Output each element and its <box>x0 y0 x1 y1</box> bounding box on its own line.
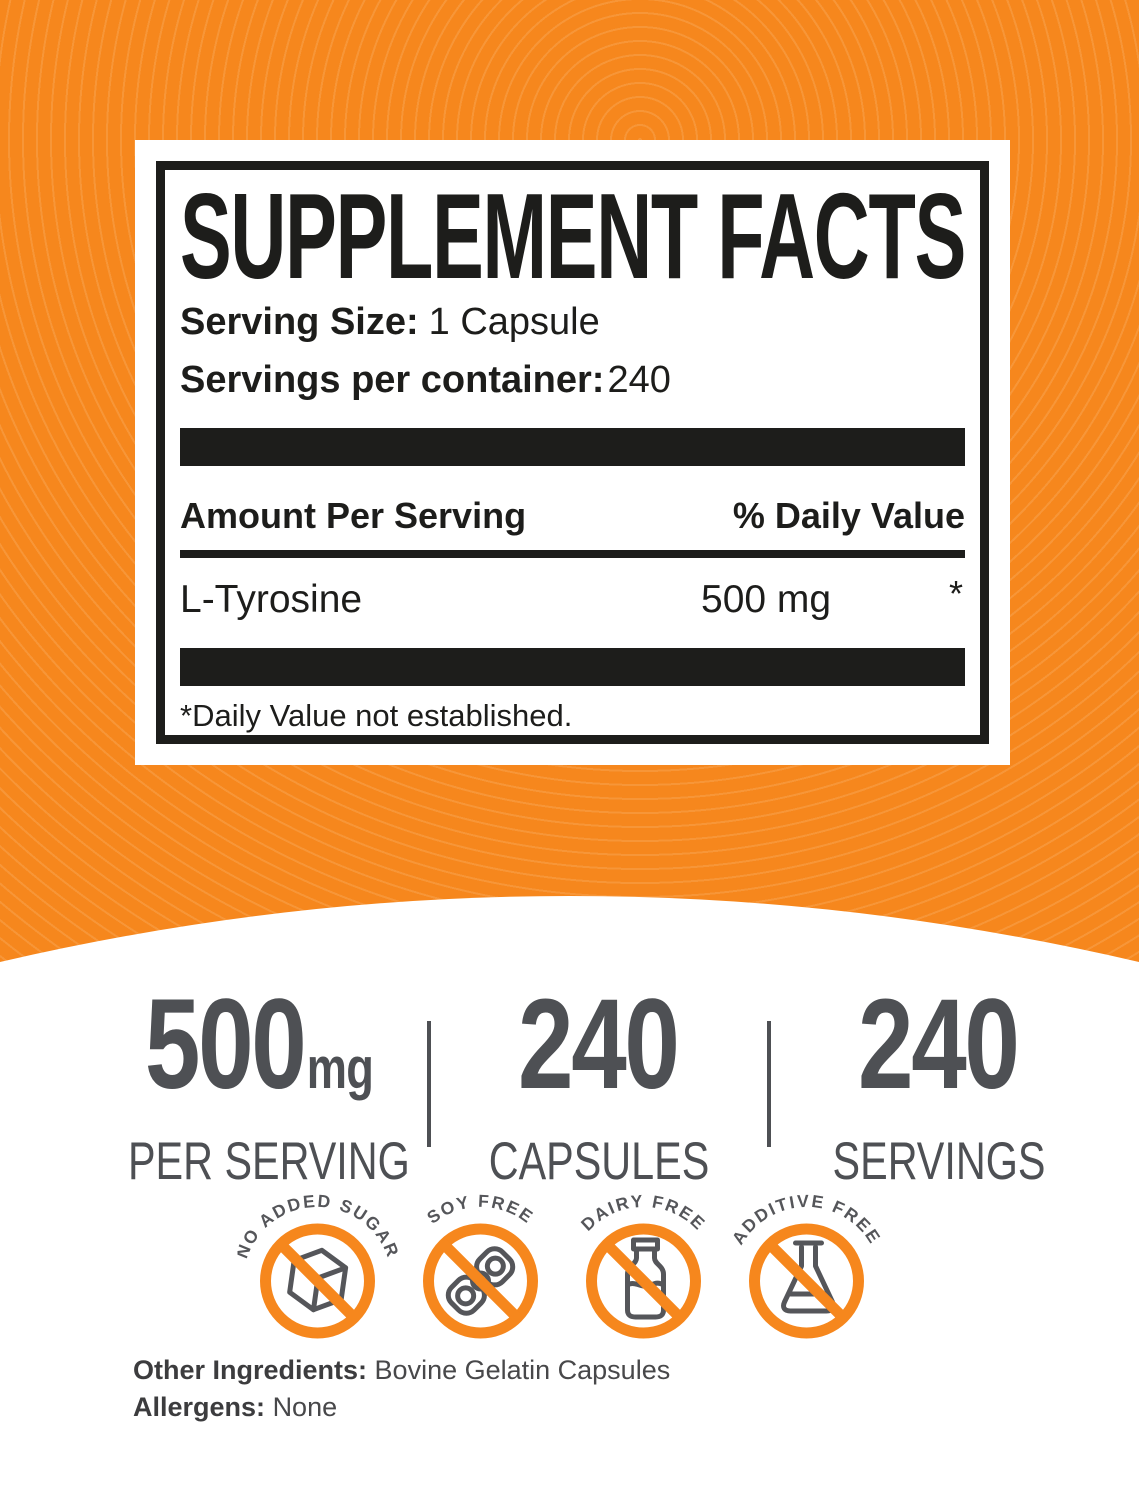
allergens-line: Allergens: None <box>133 1389 670 1426</box>
panel-title-text: SUPPLEMENT FACTS <box>180 182 965 286</box>
svg-text:SOY FREE: SOY FREE <box>423 1191 538 1228</box>
prohibited-ring <box>586 1223 701 1339</box>
other-ingredients-line: Other Ingredients: Bovine Gelatin Capsul… <box>133 1352 670 1389</box>
prohibited-slash <box>764 1239 849 1323</box>
amount-per-serving-header: Amount Per Serving <box>180 495 527 536</box>
other-ingredients-label: Other Ingredients: <box>133 1355 368 1385</box>
stat-number: 500mg <box>128 981 390 1119</box>
prohibited-ring <box>260 1223 375 1339</box>
footer-ingredients: Other Ingredients: Bovine Gelatin Capsul… <box>133 1352 670 1426</box>
serving-size-line: Serving Size: 1 Capsule <box>180 300 965 344</box>
separator-bar-bottom <box>180 648 965 686</box>
supplement-facts-panel: SUPPLEMENT FACTS Serving Size: 1 Capsule … <box>135 140 1010 765</box>
stat-label: PER SERVING <box>127 1132 410 1191</box>
servings-value: 240 <box>607 359 671 401</box>
prohibited-ring <box>749 1223 864 1339</box>
svg-text:ADDITIVE FREE: ADDITIVE FREE <box>728 1191 886 1248</box>
daily-value-header: % Daily Value <box>732 495 965 536</box>
badge-no-added-sugar: NO ADDED SUGAR <box>238 1191 398 1339</box>
prohibited-slash <box>275 1239 360 1323</box>
stats-row: 500mg PER SERVING 240 CAPSULES 240 SERVI… <box>91 981 1107 1192</box>
separator-bar-top <box>180 428 965 466</box>
other-ingredients-value: Bovine Gelatin Capsules <box>374 1355 671 1385</box>
stat-value: 240 <box>858 973 1020 1116</box>
prohibited-slash <box>438 1239 523 1323</box>
badge-additive-free: ADDITIVE FREE <box>728 1191 886 1339</box>
ingredient-row: L-Tyrosine 500 mg * <box>180 573 965 622</box>
stat-label: SERVINGS <box>832 1132 1046 1191</box>
panel-border: SUPPLEMENT FACTS Serving Size: 1 Capsule … <box>156 161 989 744</box>
stat-label: CAPSULES <box>488 1132 710 1191</box>
dv-footnote: *Daily Value not established. <box>180 698 573 733</box>
ingredient-amount: 500 mg <box>701 578 832 621</box>
panel-title: SUPPLEMENT FACTS <box>180 182 965 286</box>
allergens-label: Allergens: <box>133 1392 266 1422</box>
stat-number: 240 <box>468 981 730 1119</box>
stat-per-serving: 500mg PER SERVING <box>91 981 427 1192</box>
prohibited-slash <box>601 1239 686 1323</box>
badge-label: ADDITIVE FREE <box>728 1191 884 1248</box>
stats-divider <box>427 1021 431 1147</box>
stat-content: 240 CAPSULES <box>468 981 730 1192</box>
prohibited-ring <box>423 1223 538 1339</box>
badge-dairy-free: DAIRY FREE <box>577 1191 708 1339</box>
stats-divider <box>767 1021 771 1147</box>
ingredient-name: L-Tyrosine <box>180 578 363 621</box>
badge-soy-free: SOY FREE <box>423 1191 538 1339</box>
stat-value: 240 <box>518 973 680 1116</box>
serving-size-value: 1 Capsule <box>428 301 600 343</box>
stat-servings: 240 SERVINGS <box>771 981 1107 1192</box>
stat-unit: mg <box>306 1036 374 1101</box>
white-curve <box>0 896 1139 963</box>
ingredient-dv-asterisk: * <box>948 573 963 614</box>
servings-per-container-line: Servings per container:240 <box>180 358 965 402</box>
allergens-value: None <box>272 1392 338 1422</box>
stat-value: 500 <box>144 973 307 1116</box>
badge-label: SOY FREE <box>423 1191 536 1228</box>
header-rule <box>180 550 965 558</box>
badges-row: NO ADDED SUGAR SOY FREE <box>238 1186 887 1356</box>
column-header-row: Amount Per Serving % Daily Value <box>180 496 965 536</box>
stat-number: 240 <box>808 981 1070 1119</box>
stat-content: 500mg PER SERVING <box>127 981 410 1192</box>
servings-label: Servings per container: <box>180 359 605 401</box>
stat-content: 240 SERVINGS <box>808 981 1070 1192</box>
stat-capsules: 240 CAPSULES <box>431 981 767 1192</box>
serving-size-label: Serving Size: <box>180 301 419 343</box>
